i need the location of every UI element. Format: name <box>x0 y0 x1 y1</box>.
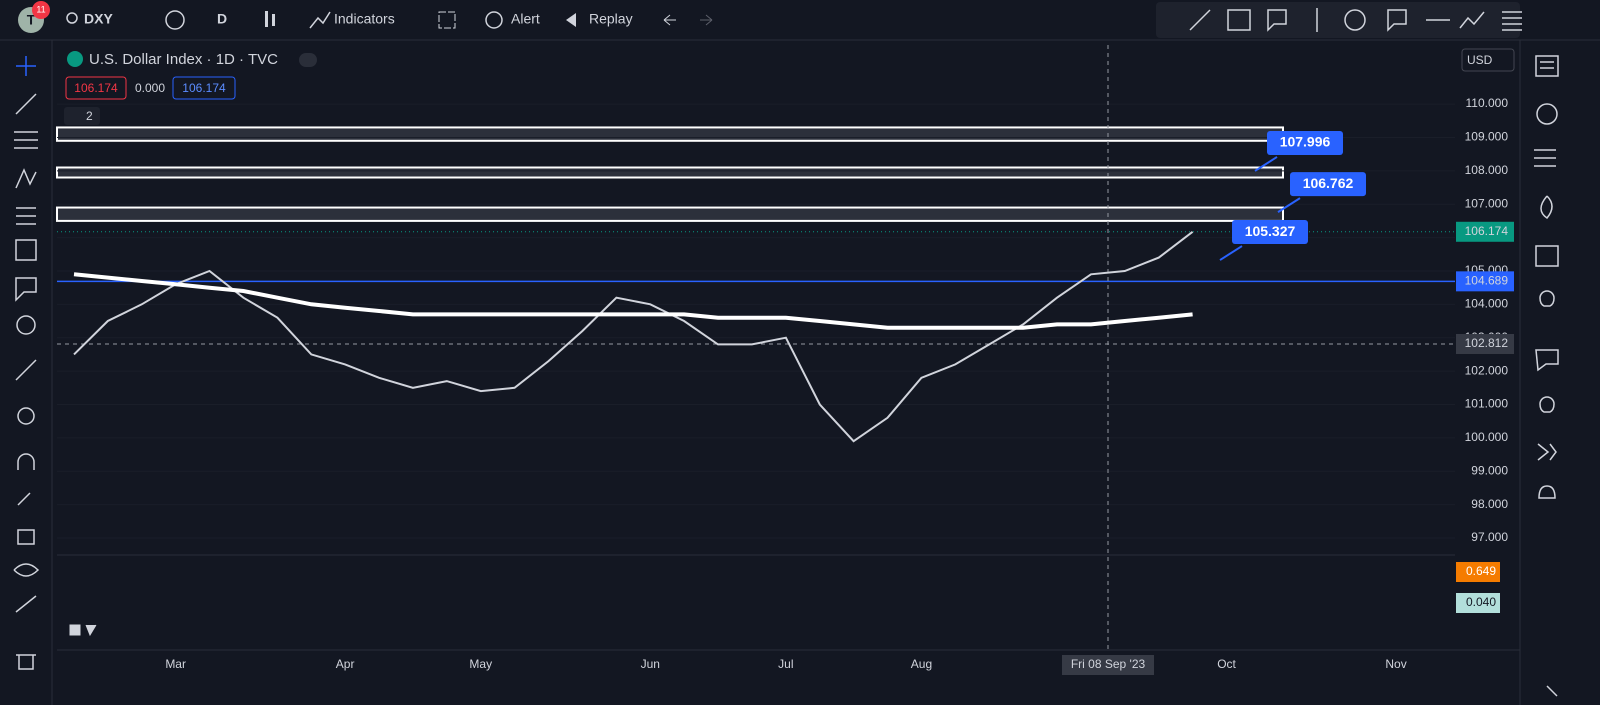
price-line <box>73 272 1193 330</box>
replay-icon[interactable] <box>566 13 576 27</box>
macd-tag-bg <box>1456 562 1500 582</box>
indicators-icon[interactable] <box>309 11 331 29</box>
indicators-button[interactable]: Indicators <box>334 11 395 27</box>
layouts-icon[interactable] <box>438 11 456 29</box>
x-tick-label: Mar <box>165 657 186 671</box>
currency[interactable]: USD <box>1467 53 1493 67</box>
alert-button[interactable]: Alert <box>511 11 540 27</box>
open-value: 106.174 <box>74 81 118 95</box>
add-symbol[interactable] <box>165 10 185 30</box>
x-tick-label: May <box>469 657 492 671</box>
x-tick-label: Apr <box>336 657 355 671</box>
price-tag: 102.812 <box>1465 336 1509 350</box>
callout-box <box>1267 130 1343 155</box>
macd-tag: 0.040 <box>1466 595 1496 609</box>
candle-icon[interactable] <box>265 11 268 27</box>
undo[interactable] <box>663 14 676 26</box>
callout-pointer <box>1254 156 1278 172</box>
callout-box <box>1232 220 1308 245</box>
price-tag: 106.174 <box>1465 224 1509 238</box>
time-tag-bg <box>1062 655 1154 675</box>
price-tag: 104.689 <box>1465 274 1509 288</box>
change-value: 0.000 <box>135 81 165 95</box>
callout-pointer <box>1277 197 1301 213</box>
close-box <box>172 76 236 100</box>
candle-icon <box>272 14 275 26</box>
y-tick-label: 104.000 <box>1465 297 1509 311</box>
open-box <box>65 76 127 100</box>
macd-tag: 0.649 <box>1466 564 1496 578</box>
y-tick-label: 108.000 <box>1465 163 1509 177</box>
drawing-tools[interactable] <box>1189 8 1522 32</box>
x-tick-label: Jul <box>778 657 793 671</box>
chart-title: U.S. Dollar Index · 1D · TVC <box>89 51 278 68</box>
callout-box <box>1290 172 1366 197</box>
badge-count: 11 <box>36 4 45 14</box>
y-tick-label: 109.000 <box>1465 130 1509 144</box>
drawing-bar <box>1156 2 1520 38</box>
callout-label: 106.762 <box>1303 175 1354 191</box>
replay-button[interactable]: Replay <box>589 11 633 27</box>
y-tick-label: 98.000 <box>1471 497 1508 511</box>
collapsed-count[interactable]: 2 <box>86 109 93 123</box>
right-tools[interactable] <box>1534 55 1559 697</box>
currency-box[interactable] <box>1461 48 1515 72</box>
symbol-icon <box>67 51 83 67</box>
y-tick-label: 110.000 <box>1466 96 1509 110</box>
y-tick-label: 100.000 <box>1465 430 1509 444</box>
y-tick-label: 97.000 <box>1471 530 1508 544</box>
x-tick-label: Jun <box>641 657 660 671</box>
x-tick-label: Oct <box>1217 657 1236 671</box>
avatar-letter: T <box>27 12 36 28</box>
price-zone <box>56 166 1284 179</box>
callout-label: 105.327 <box>1245 223 1296 239</box>
time-tag: Fri 08 Sep '23 <box>1071 657 1146 671</box>
hide-legend[interactable] <box>299 53 317 67</box>
redo[interactable] <box>700 14 713 26</box>
search-icon[interactable] <box>66 12 78 24</box>
badge <box>32 1 50 19</box>
alert-icon[interactable] <box>485 11 503 29</box>
price-tag-bg <box>1456 271 1514 292</box>
logo <box>69 624 97 637</box>
close-value: 106.174 <box>182 81 226 95</box>
price-tag-bg <box>1456 333 1514 354</box>
price-line <box>73 231 1194 443</box>
collapse-toggle[interactable] <box>64 107 100 125</box>
callout-label: 107.996 <box>1280 134 1331 150</box>
y-tick-label: 102.000 <box>1465 363 1509 377</box>
symbol[interactable]: DXY <box>84 11 113 27</box>
callout-pointer <box>1219 245 1243 261</box>
left-tools[interactable] <box>13 93 40 670</box>
macd-tag-bg <box>1456 593 1500 613</box>
x-tick-label: Aug <box>911 657 932 671</box>
y-tick-label: 99.000 <box>1471 463 1508 477</box>
y-tick-label: 107.000 <box>1465 196 1509 210</box>
x-tick-label: Nov <box>1385 657 1406 671</box>
y-tick-label: 101.000 <box>1465 397 1509 411</box>
price-zone <box>56 126 1284 142</box>
crosshair-tool[interactable] <box>16 56 36 76</box>
price-tag-bg <box>1456 221 1514 242</box>
price-zone <box>56 206 1284 222</box>
emoji-tool[interactable] <box>16 315 36 335</box>
interval[interactable]: D <box>217 11 227 27</box>
